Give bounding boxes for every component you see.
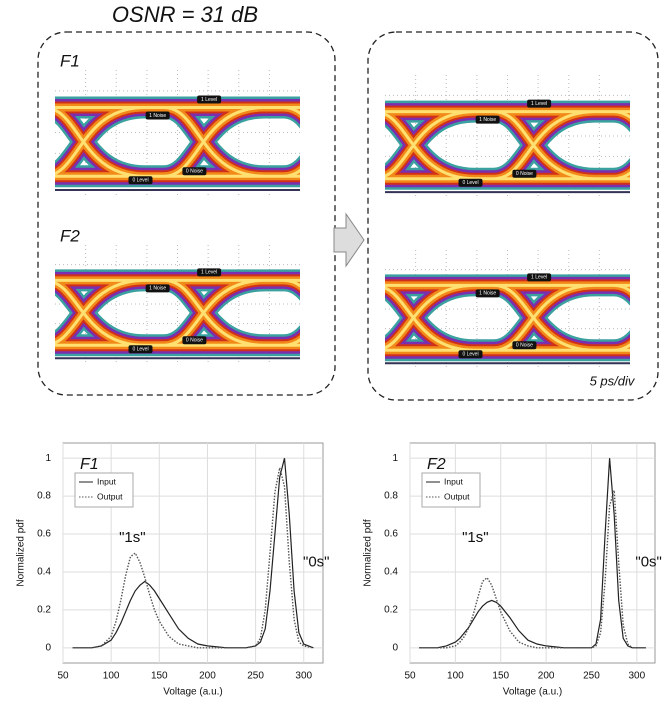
annotation: "1s": [462, 529, 489, 546]
x-tick-label: 300: [295, 671, 312, 682]
eye-label: 1 Noise: [479, 291, 496, 297]
annotation: "0s": [635, 553, 662, 570]
eye-label: 0 Noise: [186, 169, 203, 175]
y-tick-label: 0.6: [37, 529, 51, 540]
y-axis-label: Normalized pdf: [16, 519, 27, 586]
eye-label: 1 Level: [531, 101, 547, 107]
x-tick-label: 250: [583, 671, 600, 682]
x-tick-label: 50: [57, 671, 69, 682]
y-tick-label: 0.2: [384, 605, 398, 616]
x-tick-label: 50: [404, 671, 416, 682]
legend-label: Output: [444, 491, 470, 501]
eye-label: 0 Noise: [516, 171, 533, 177]
x-tick-label: 150: [151, 671, 168, 682]
panel-label: F1: [60, 51, 80, 70]
annotation: "1s": [119, 529, 146, 546]
y-tick-label: 0: [392, 642, 398, 653]
x-tick-label: 250: [247, 671, 264, 682]
eye-label: 0 Level: [462, 352, 478, 358]
y-tick-label: 0: [45, 642, 51, 653]
legend-label: Output: [97, 491, 123, 501]
x-axis-label: Voltage (a.u.): [503, 687, 562, 698]
eye-label: 1 Noise: [149, 286, 166, 292]
x-tick-label: 150: [492, 671, 509, 682]
figure: OSNR = 31 dB 5 ps/div 1 Level 1 Noise 0 Le…: [0, 0, 670, 709]
legend-label: Input: [97, 476, 117, 486]
x-tick-label: 100: [447, 671, 464, 682]
eye-diagram: 1 Level 1 Noise 0 Level 0 Noise: [254, 250, 670, 368]
y-tick-label: 0.2: [37, 605, 51, 616]
time-scale: 5 ps/div: [590, 373, 636, 388]
y-tick-label: 0.6: [384, 529, 398, 540]
panel-label: F2: [60, 226, 80, 245]
y-tick-label: 0.8: [37, 491, 51, 502]
eye-diagram: 1 Level 1 Noise 0 Level 0 Noise: [0, 70, 385, 195]
x-axis-label: Voltage (a.u.): [163, 687, 222, 698]
eye-label: 1 Noise: [479, 117, 496, 123]
x-tick-label: 300: [629, 671, 646, 682]
eye-label: 0 Level: [132, 178, 148, 184]
eye-diagram: 1 Level 1 Noise 0 Level 0 Noise: [254, 75, 670, 197]
y-axis-label: Normalized pdf: [363, 519, 374, 586]
y-tick-label: 1: [392, 453, 398, 464]
eye-label: 0 Level: [132, 347, 148, 353]
annotation: F1: [80, 456, 99, 473]
eye-label: 1 Level: [531, 275, 547, 281]
eye-label: 1 Level: [201, 270, 217, 276]
y-tick-label: 0.4: [37, 567, 51, 578]
annotation: "0s": [303, 553, 330, 570]
eye-label: 0 Noise: [516, 343, 533, 349]
y-tick-label: 0.4: [384, 567, 398, 578]
y-tick-label: 1: [45, 453, 51, 464]
arrow: [334, 214, 364, 266]
x-tick-label: 200: [538, 671, 555, 682]
y-tick-label: 0.8: [384, 491, 398, 502]
legend-label: Input: [444, 476, 464, 486]
annotation: F2: [427, 456, 446, 473]
eye-label: 0 Noise: [186, 338, 203, 344]
eye-label: 0 Level: [462, 180, 478, 186]
figure-title: OSNR = 31 dB: [112, 2, 258, 27]
x-tick-label: 200: [199, 671, 216, 682]
x-tick-label: 100: [103, 671, 120, 682]
eye-label: 1 Noise: [149, 113, 166, 119]
eye-label: 1 Level: [201, 97, 217, 103]
eye-diagram: 1 Level 1 Noise 0 Level 0 Noise: [0, 245, 385, 363]
page: OSNR = 31 dB 5 ps/div 1 Level 1 Noise 0 Le…: [0, 0, 670, 709]
